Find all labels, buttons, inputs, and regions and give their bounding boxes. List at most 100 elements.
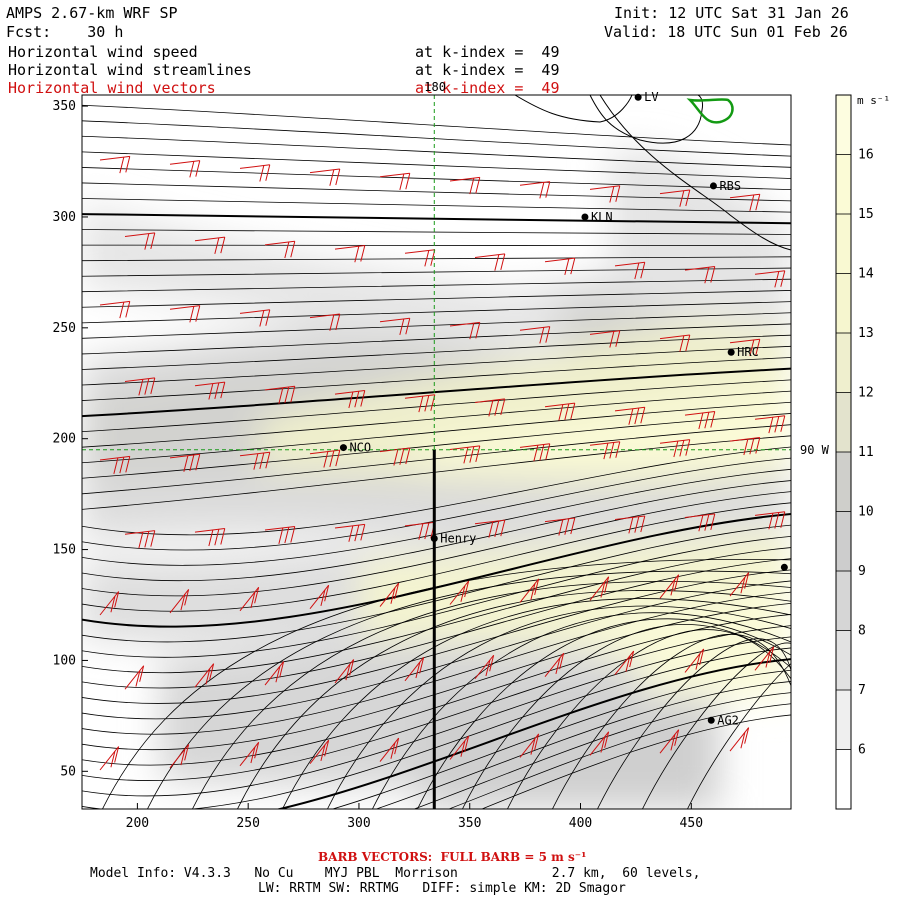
x-axis: 200 250 300 350 400 450 — [126, 803, 703, 831]
station-rbs: RBS — [709, 179, 741, 193]
wind-barbs — [99, 155, 786, 771]
init-time: 12 UTC Sat 31 Jan 26 — [668, 4, 849, 22]
wind-barb-73 — [334, 659, 355, 684]
wind-barb-60 — [99, 591, 120, 616]
wind-barb-37 — [614, 406, 646, 425]
wind-barb-15 — [474, 253, 506, 271]
wind-barb-31 — [194, 381, 226, 400]
wind-barb-1 — [169, 160, 201, 178]
streamline-19 — [82, 357, 791, 401]
streamline-18 — [82, 345, 791, 386]
wind-barb-86 — [519, 733, 540, 758]
wind-barb-6 — [519, 181, 551, 199]
wind-barb-26 — [519, 326, 551, 344]
colorbar-swatch-8 — [836, 273, 851, 333]
wind-barb-57 — [614, 515, 646, 534]
streamline-6 — [82, 198, 791, 213]
colorbar-swatch-5 — [836, 452, 851, 512]
colorbar-tick-label-4: 10 — [858, 505, 874, 520]
parallel-label: 90 W — [800, 443, 830, 457]
wind-barb-51 — [194, 528, 226, 547]
colorbar: 6 7 8 9 10 11 12 13 14 15 16 m s⁻¹ — [835, 94, 890, 810]
streamline-2 — [82, 135, 791, 168]
x-tick-label-4: 400 — [569, 816, 592, 831]
wind-barb-83 — [309, 739, 330, 765]
streamline-47 — [331, 669, 791, 809]
fan-streamline-7 — [417, 618, 791, 809]
wind-barb-64 — [379, 582, 400, 607]
barb-note: BARB VECTORS: FULL BARB = 5 m s⁻¹ — [318, 850, 587, 864]
wind-barb-42 — [239, 451, 271, 470]
model-info: Model Info: V4.3.3 No Cu MYJ PBL Morriso… — [90, 866, 701, 881]
fan-streamline-11 — [597, 638, 791, 809]
streamline-33 — [82, 513, 791, 628]
streamline-23 — [82, 401, 791, 464]
streamline-38 — [82, 569, 791, 704]
y-tick-label-3: 200 — [53, 432, 76, 447]
init-label: Init: — [614, 4, 660, 22]
wind-barb-21 — [169, 305, 201, 323]
station-marker-2 — [581, 213, 589, 221]
wind-barb-56 — [544, 517, 576, 536]
wind-barb-10 — [124, 232, 156, 250]
fan-streamline-6 — [372, 612, 791, 809]
wind-barb-23 — [309, 313, 341, 331]
wind-barb-3 — [309, 168, 341, 186]
wind-barb-2 — [239, 164, 271, 182]
x-tick-label-0: 200 — [126, 816, 149, 831]
colorbar-swatch-6 — [836, 392, 851, 452]
station-hrc: HRC — [727, 345, 759, 359]
wind-barb-62 — [239, 586, 260, 612]
x-tick-label-3: 350 — [458, 816, 481, 831]
streamline-7 — [82, 213, 791, 225]
streamline-44 — [82, 636, 791, 797]
init-line: Init: 12 UTC Sat 31 Jan 26 — [614, 4, 849, 22]
streamline-30 — [82, 480, 791, 582]
wind-barb-78 — [684, 648, 705, 673]
fan-streamline-12 — [642, 642, 791, 809]
field-vectors-name: Horizontal wind vectors — [8, 79, 216, 97]
station-label-7: AG2 — [717, 713, 739, 727]
wind-barb-18 — [684, 266, 716, 284]
forecast-label: Fcst: — [6, 23, 52, 41]
y-tick-label-6: 350 — [53, 99, 76, 114]
wind-barb-28 — [659, 334, 691, 352]
station-marker-6 — [780, 563, 788, 571]
station-label-1: RBS — [719, 179, 741, 193]
coastline — [514, 95, 791, 251]
wind-barb-11 — [194, 236, 226, 254]
field-speed-level: at k-index = 49 — [415, 43, 560, 61]
colorbar-tick-label-3: 9 — [858, 564, 866, 579]
streamline-25 — [82, 424, 791, 495]
streamline-0 — [82, 104, 791, 146]
wind-barb-32 — [264, 385, 296, 404]
wind-barb-76 — [544, 652, 565, 677]
streamline-41 — [82, 603, 791, 751]
station-label-3: HRC — [737, 345, 759, 359]
model-title: AMPS 2.67-km WRF SP — [6, 4, 178, 22]
wind-barb-38 — [684, 411, 716, 430]
wind-barb-79 — [754, 646, 775, 671]
x-tick-label-2: 300 — [347, 816, 370, 831]
lat-lon-lines: 180 90 W — [82, 80, 830, 809]
colorbar-swatch-3 — [836, 571, 851, 631]
stations: LV RBS KLN HRC NCO Henry AG2 — [339, 90, 788, 727]
fan-streamline-9 — [507, 629, 791, 809]
wind-barb-25 — [449, 321, 481, 340]
wind-barb-52 — [264, 525, 296, 545]
y-tick-label-5: 300 — [53, 210, 76, 225]
streamline-20 — [82, 367, 791, 418]
streamline-45 — [82, 647, 791, 809]
colorbar-swatch-11 — [836, 95, 851, 155]
wind-barb-46 — [519, 443, 551, 462]
wind-barb-22 — [239, 309, 271, 327]
colorbar-tick-label-1: 7 — [858, 683, 866, 698]
station-marker-1 — [709, 182, 717, 190]
fan-streamline-0 — [102, 558, 791, 809]
colorbar-tick-label-7: 13 — [858, 326, 874, 341]
colorbar-swatch-10 — [836, 154, 851, 214]
colorbar-tick-label-5: 11 — [858, 445, 874, 460]
wind-barb-39 — [754, 415, 786, 434]
wind-barb-59 — [754, 511, 786, 530]
streamline-27 — [82, 446, 791, 536]
